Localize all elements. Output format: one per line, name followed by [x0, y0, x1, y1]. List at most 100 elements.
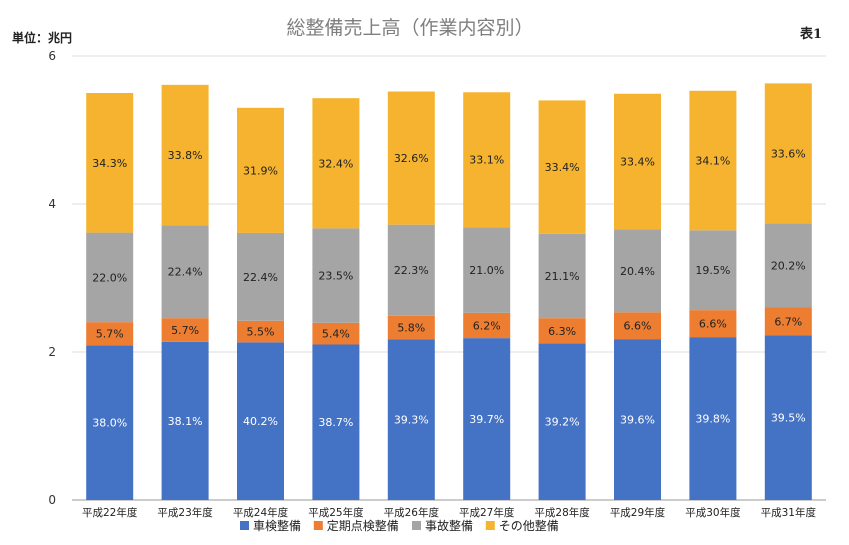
unit-label: 単位：兆円: [12, 30, 72, 45]
legend-label: 車検整備: [253, 518, 301, 533]
bar-segment: [237, 232, 284, 321]
bar-segment: [689, 90, 737, 231]
data-label: 22.4%: [168, 266, 203, 279]
data-label: 32.6%: [394, 152, 429, 165]
bar-segment: [689, 230, 737, 311]
x-tick-label: 平成30年度: [685, 506, 741, 519]
bar-segment: [387, 339, 435, 500]
legend-label: その他整備: [499, 518, 559, 533]
legend-swatch: [412, 521, 421, 530]
data-label: 33.4%: [545, 161, 580, 174]
bar-segment: [237, 107, 284, 233]
bar-segment: [463, 338, 511, 500]
data-label: 39.2%: [545, 416, 580, 429]
bar-segment: [689, 337, 737, 500]
bar-segment: [614, 312, 661, 340]
x-tick-label: 平成26年度: [384, 506, 440, 519]
data-label: 33.8%: [168, 149, 203, 162]
y-tick-label: 6: [48, 49, 56, 63]
x-tick-label: 平成23年度: [157, 506, 213, 519]
data-label: 5.5%: [247, 326, 275, 339]
bar-segment: [237, 320, 284, 343]
data-label: 6.2%: [473, 319, 501, 332]
bar-segment: [237, 342, 284, 500]
bar-segment: [689, 310, 737, 338]
legend: 車検整備 定期点検整備 事故整備 その他整備: [240, 518, 559, 533]
bar-segment: [161, 84, 209, 226]
y-tick-label: 0: [48, 493, 56, 507]
data-label: 31.9%: [243, 164, 278, 177]
data-label: 33.4%: [620, 156, 655, 169]
y-tick-label: 2: [48, 345, 56, 359]
legend-swatch: [313, 521, 323, 530]
bar-segment: [86, 93, 134, 233]
chart-title: 総整備売上高（作業内容別）: [286, 17, 533, 39]
bar-segment: [312, 322, 360, 345]
data-label: 20.2%: [771, 259, 806, 272]
bar-segment: [538, 233, 586, 319]
bar-segment: [312, 228, 360, 323]
x-tick-label: 平成29年度: [610, 506, 666, 519]
data-label: 39.7%: [469, 413, 504, 426]
bar-segment: [387, 91, 435, 225]
legend-swatch: [240, 521, 249, 530]
legend-label: 定期点検整備: [327, 518, 399, 533]
data-label: 34.3%: [92, 157, 127, 170]
bar-segment: [463, 227, 511, 313]
legend-label: 事故整備: [425, 518, 473, 533]
data-label: 33.6%: [771, 147, 806, 160]
data-label: 39.3%: [394, 414, 429, 427]
x-axis-ticks: 平成22年度 平成23年度 平成24年度 平成25年度 平成26年度 平成27年度 平成28…: [82, 506, 816, 519]
bar-segment: [387, 315, 435, 340]
data-label: 6.7%: [774, 315, 802, 328]
data-label: 38.1%: [168, 415, 203, 428]
x-tick-label: 平成28年度: [534, 506, 590, 519]
data-label: 32.4%: [318, 157, 353, 170]
bar-segment: [312, 344, 360, 500]
bar-segment: [764, 83, 812, 224]
bar-segment: [614, 93, 661, 230]
x-tick-label: 平成31年度: [761, 506, 817, 519]
data-label: 39.5%: [771, 412, 806, 425]
bar-segment: [312, 98, 360, 229]
data-label: 34.1%: [695, 155, 730, 168]
data-label: 19.5%: [695, 264, 730, 277]
data-label: 5.7%: [96, 328, 124, 341]
bar-segment: [764, 335, 812, 500]
data-label: 40.2%: [243, 415, 278, 428]
bar-layer: [86, 83, 812, 500]
bar-segment: [86, 322, 134, 346]
x-tick-label: 平成27年度: [459, 506, 515, 519]
data-label: 39.8%: [695, 413, 730, 426]
data-label: 5.7%: [171, 324, 199, 337]
bar-segment: [161, 225, 209, 319]
bar-segment: [614, 339, 661, 500]
bar-segment: [161, 341, 209, 500]
bar-segment: [538, 318, 586, 344]
data-label: 6.6%: [624, 320, 652, 333]
x-tick-label: 平成22年度: [82, 506, 138, 519]
x-tick-label: 平成24年度: [233, 506, 289, 519]
bar-segment: [387, 224, 435, 316]
bar-segment: [538, 343, 586, 500]
bar-segment: [764, 223, 812, 308]
bar-segment: [463, 92, 511, 228]
data-label: 6.6%: [699, 318, 727, 331]
data-label: 5.4%: [322, 328, 350, 341]
data-label: 5.8%: [397, 322, 425, 335]
bar-segment: [538, 100, 586, 234]
data-label: 38.0%: [92, 417, 127, 430]
bar-segment: [764, 307, 812, 336]
data-label: 38.7%: [318, 416, 353, 429]
bar-segment: [161, 318, 209, 342]
y-tick-label: 4: [48, 197, 56, 211]
data-label: 22.3%: [394, 264, 429, 277]
data-label: 22.0%: [92, 271, 127, 284]
bar-segment: [463, 312, 511, 339]
legend-swatch: [485, 521, 495, 530]
bar-segment: [86, 345, 134, 500]
data-label: 21.0%: [469, 264, 504, 277]
data-label: 39.6%: [620, 414, 655, 427]
